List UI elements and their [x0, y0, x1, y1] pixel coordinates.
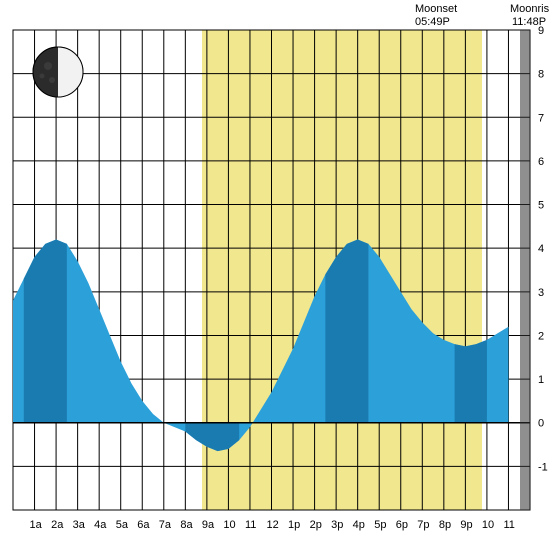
x-tick-label: 4p: [353, 519, 365, 531]
y-tick-label: 5: [538, 200, 544, 212]
x-tick-label: 1p: [288, 519, 300, 531]
tide-shadow: [325, 239, 368, 422]
x-tick-label: 9a: [202, 519, 215, 531]
x-tick-label: 12: [267, 519, 279, 531]
moon-phase-icon: [33, 47, 83, 97]
x-tick-label: 8p: [439, 519, 451, 531]
tide-chart: -101234567891a2a3a4a5a6a7a8a9a1011121p2p…: [0, 0, 550, 550]
tide-shadow: [455, 340, 487, 423]
x-tick-label: 5a: [116, 519, 129, 531]
y-tick-label: 0: [538, 418, 544, 430]
y-tick-label: 3: [538, 287, 544, 299]
y-tick-label: 8: [538, 69, 544, 81]
x-tick-label: 3p: [331, 519, 343, 531]
x-tick-label: 6p: [396, 519, 408, 531]
tide-shadow: [24, 239, 67, 422]
x-tick-label: 7a: [159, 519, 172, 531]
x-tick-label: 9p: [460, 519, 472, 531]
x-tick-label: 2p: [310, 519, 322, 531]
y-tick-label: 2: [538, 330, 544, 342]
y-tick-label: 6: [538, 156, 544, 168]
x-tick-label: 3a: [73, 519, 86, 531]
moonset-label: Moonset: [415, 3, 457, 15]
x-tick-label: 1a: [30, 519, 43, 531]
x-tick-label: 10: [482, 519, 494, 531]
x-tick-label: 11: [503, 519, 514, 531]
moonset-time: 05:49P: [415, 16, 450, 28]
x-tick-label: 4a: [94, 519, 107, 531]
x-tick-label: 7p: [417, 519, 429, 531]
x-tick-label: 2a: [51, 519, 64, 531]
x-tick-label: 10: [223, 519, 235, 531]
x-tick-label: 5p: [374, 519, 386, 531]
moonrise-time: 11:48P: [512, 16, 546, 28]
x-tick-label: 11: [245, 519, 256, 531]
y-tick-label: 4: [538, 243, 544, 255]
x-tick-label: 6a: [137, 519, 150, 531]
moonrise-label: Moonris: [510, 3, 550, 15]
x-tick-label: 8a: [180, 519, 193, 531]
y-tick-label: -1: [538, 461, 548, 473]
night-band: [520, 30, 530, 510]
chart-svg: -101234567891a2a3a4a5a6a7a8a9a1011121p2p…: [0, 0, 550, 550]
y-tick-label: 7: [538, 112, 544, 124]
y-tick-label: 1: [538, 374, 544, 386]
